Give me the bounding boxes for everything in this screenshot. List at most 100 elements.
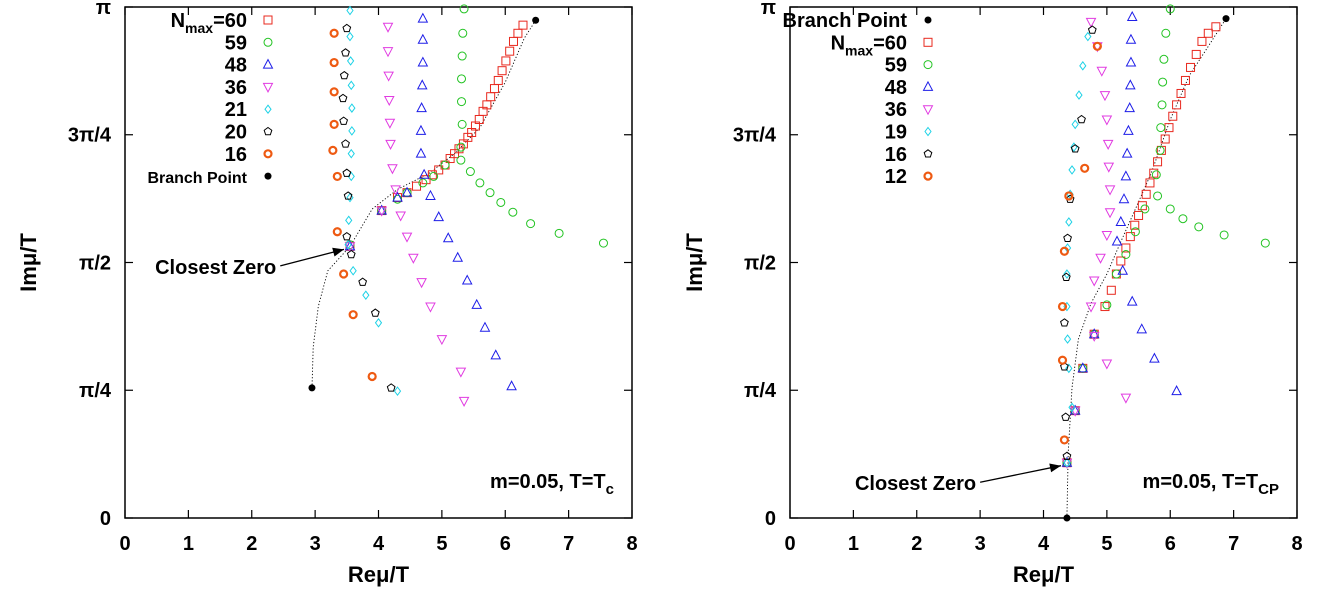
right-ytick-label: 3π/4 — [733, 125, 777, 147]
left-series-16 — [328, 28, 377, 382]
data-point — [442, 232, 454, 243]
data-point — [1102, 300, 1112, 310]
left-xtick-label: 2 — [246, 533, 257, 555]
data-point — [1077, 362, 1089, 373]
data-point — [346, 5, 354, 16]
data-point — [1124, 79, 1136, 90]
legend-marker — [263, 37, 273, 47]
left-branch-point — [308, 384, 316, 392]
data-point — [1191, 49, 1201, 59]
data-point — [1136, 323, 1148, 334]
data-point — [346, 31, 354, 42]
data-point — [458, 396, 470, 407]
data-point — [343, 191, 353, 200]
legend-marker — [923, 149, 933, 158]
data-point — [1260, 238, 1270, 248]
data-point — [1203, 28, 1213, 38]
data-point — [374, 317, 383, 328]
data-point — [429, 171, 439, 181]
right-series-12 — [1057, 41, 1102, 445]
data-point — [384, 118, 396, 129]
right-series-n-max-60 — [1062, 22, 1221, 468]
left-xtick-label: 3 — [310, 533, 321, 555]
data-point — [1080, 163, 1090, 173]
data-point — [329, 28, 339, 38]
data-point — [415, 147, 427, 158]
data-point — [367, 371, 377, 382]
data-point — [1088, 276, 1100, 287]
data-point — [1085, 17, 1097, 28]
data-point — [1077, 114, 1086, 124]
legend-label: 36 — [225, 77, 247, 99]
left-series-36 — [344, 22, 470, 407]
data-point — [1165, 204, 1175, 214]
data-point — [1104, 208, 1116, 219]
data-point — [1099, 91, 1111, 102]
left-branch-cut-line — [311, 20, 537, 388]
data-point — [1075, 90, 1083, 100]
data-point — [513, 28, 523, 38]
data-point — [1126, 295, 1138, 306]
data-point — [393, 386, 402, 396]
data-point — [461, 274, 473, 285]
data-point — [332, 171, 342, 182]
data-point — [456, 142, 466, 152]
right-y-axis-label: Imμ/T — [682, 233, 707, 292]
right-series-16 — [1060, 25, 1097, 460]
data-point — [1158, 77, 1168, 87]
right-legend-item: Nmax=60 — [831, 32, 933, 58]
data-point — [1140, 204, 1150, 214]
data-point — [1123, 124, 1134, 135]
data-point — [346, 56, 355, 66]
left-legend-item: 36 — [225, 77, 274, 99]
right-series-59 — [1062, 4, 1270, 468]
data-point — [370, 308, 380, 317]
data-point — [455, 367, 467, 378]
data-point — [1065, 194, 1075, 203]
left-annotation: m=0.05, T=Tc — [490, 471, 614, 498]
left-xtick-label: 4 — [373, 533, 385, 555]
legend-label: 16 — [225, 144, 247, 166]
left-ytick-label: 3π/4 — [68, 125, 112, 147]
data-point — [457, 51, 467, 61]
data-point — [554, 228, 564, 238]
data-point — [1088, 328, 1100, 339]
legend-marker — [263, 126, 273, 136]
data-point — [416, 102, 427, 113]
legend-label: 59 — [885, 55, 907, 77]
data-point — [1111, 235, 1123, 246]
left-x-axis-label: Reμ/T — [348, 562, 410, 587]
data-point — [1068, 165, 1076, 175]
data-point — [479, 321, 491, 332]
left-ytick-label: π/4 — [79, 380, 112, 402]
data-point — [345, 215, 353, 226]
left-series-48 — [344, 12, 517, 391]
data-point — [346, 249, 356, 259]
data-point — [508, 36, 518, 46]
data-point — [1120, 393, 1132, 404]
legend-label: 12 — [885, 166, 907, 188]
data-point — [1070, 144, 1080, 153]
left-legend-item: 21 — [225, 99, 272, 121]
data-point — [1160, 134, 1170, 144]
data-point — [1194, 222, 1204, 232]
right-legend-item: 12 — [885, 166, 933, 188]
left-legend-item: 16 — [225, 144, 273, 166]
left-legend-item: 48 — [225, 55, 274, 77]
data-point — [1153, 191, 1163, 201]
right-ytick-label: π — [761, 0, 776, 19]
data-point — [457, 97, 467, 107]
data-point — [395, 211, 407, 222]
right-legend-item: 19 — [885, 122, 932, 144]
data-point — [1155, 145, 1165, 155]
data-point — [1102, 139, 1114, 150]
data-point — [459, 4, 469, 14]
legend-label: 21 — [225, 99, 247, 121]
data-point — [1211, 22, 1221, 32]
data-point — [1159, 54, 1169, 64]
data-point — [471, 298, 483, 309]
data-point — [1145, 178, 1155, 188]
data-point — [1063, 233, 1072, 242]
data-point — [1125, 56, 1137, 67]
